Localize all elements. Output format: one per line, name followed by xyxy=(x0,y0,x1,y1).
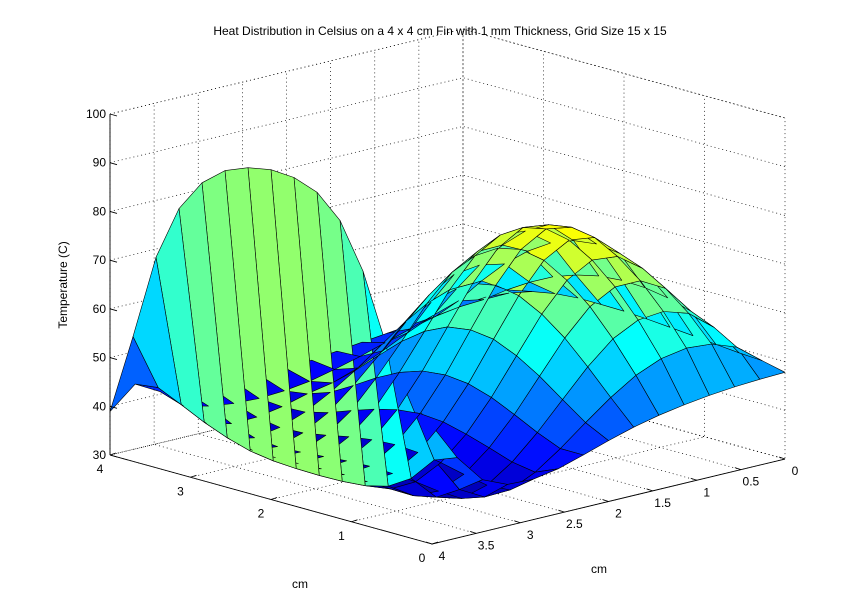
y-tick xyxy=(109,452,117,456)
z-tick xyxy=(109,259,118,263)
grid-line xyxy=(109,77,786,168)
y-tick-label: 3 xyxy=(177,484,184,498)
y-tick-label: 2 xyxy=(258,507,265,521)
x-tick xyxy=(690,477,697,481)
z-tick xyxy=(109,162,118,166)
axes-lines xyxy=(109,113,786,545)
y-tick xyxy=(431,541,439,545)
x-tick-label: 1 xyxy=(703,485,710,499)
z-tick-label: 100 xyxy=(86,107,106,121)
x-tick xyxy=(558,509,565,513)
chart-title: Heat Distribution in Celsius on a 4 x 4 … xyxy=(213,24,667,38)
grid-line xyxy=(109,28,786,119)
x-tick-label: 3.5 xyxy=(478,538,495,552)
z-axis-label: Temperature (C) xyxy=(56,241,70,328)
x-tick-label: 2.5 xyxy=(566,517,583,531)
x-tick-label: 3 xyxy=(527,528,534,542)
z-tick xyxy=(109,454,118,458)
x-tick-label: 4 xyxy=(439,549,446,563)
z-tick xyxy=(109,357,118,361)
x-tick xyxy=(778,456,786,460)
y-tick xyxy=(190,474,197,478)
y-tick xyxy=(351,519,358,523)
y-tick xyxy=(270,497,278,500)
x-tick xyxy=(469,530,477,534)
z-tick-label: 50 xyxy=(93,351,107,365)
y-axis-label: cm xyxy=(292,577,308,591)
z-tick-label: 40 xyxy=(93,399,107,413)
z-tick xyxy=(109,405,118,409)
x-tick xyxy=(425,541,433,545)
z-tick xyxy=(109,113,118,117)
z-tick-label: 60 xyxy=(93,302,107,316)
z-tick xyxy=(109,308,118,312)
x-tick-label: 1.5 xyxy=(654,496,671,510)
x-tick-label: 0 xyxy=(792,464,799,478)
z-tick-label: 80 xyxy=(93,204,107,218)
x-tick xyxy=(514,520,521,524)
x-tick-label: 2 xyxy=(615,507,622,521)
surface-mesh xyxy=(109,167,786,499)
y-tick-label: 1 xyxy=(338,529,345,543)
x-axis-label: cm xyxy=(591,562,607,576)
x-tick xyxy=(646,488,653,492)
z-tick xyxy=(109,210,118,214)
x-tick-label: 0.5 xyxy=(743,475,760,489)
z-tick-label: 70 xyxy=(93,253,107,267)
z-tick-label: 30 xyxy=(93,448,107,462)
y-tick-label: 0 xyxy=(419,551,426,565)
z-tick-label: 90 xyxy=(93,156,107,170)
x-tick xyxy=(734,467,742,471)
x-tick xyxy=(602,499,609,502)
grid-line xyxy=(109,28,464,115)
y-tick-label: 4 xyxy=(97,462,104,476)
